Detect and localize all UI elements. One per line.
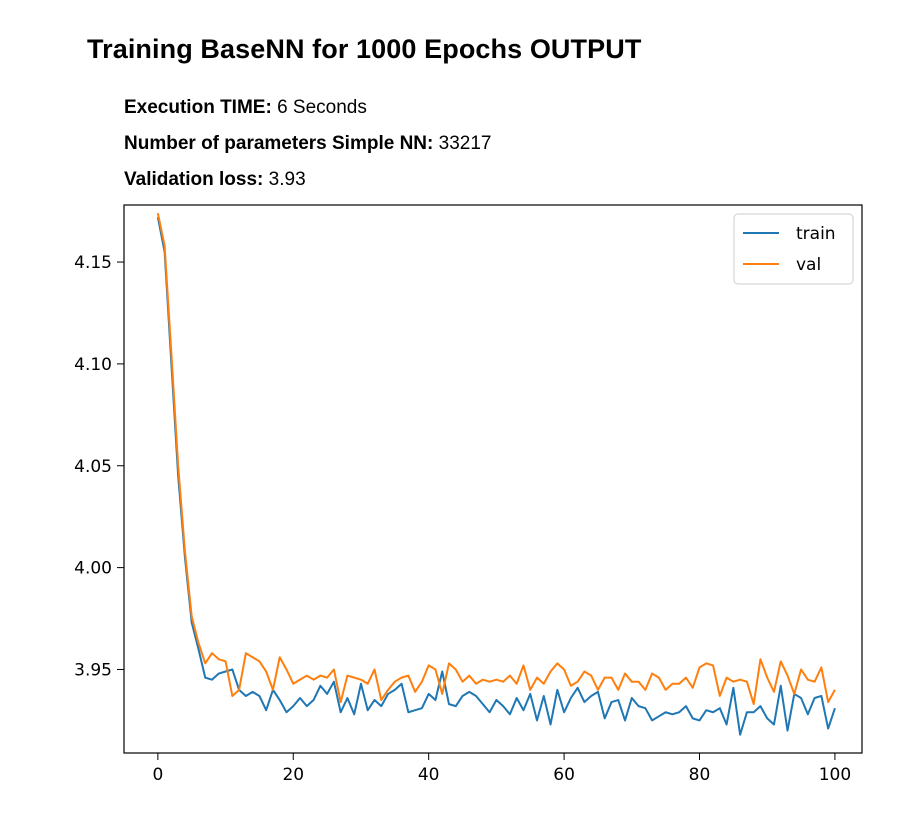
validation-loss-stat: Validation loss: 3.93 bbox=[124, 169, 306, 191]
legend-box bbox=[733, 213, 854, 285]
plot-frame bbox=[123, 204, 863, 754]
validation-loss-value: 3.93 bbox=[268, 169, 306, 190]
legend: train val bbox=[733, 213, 854, 285]
x-tick-label: 20 bbox=[282, 765, 304, 785]
y-axis: 3.95 4.00 4.05 4.10 4.15 bbox=[74, 253, 124, 680]
series-line-train bbox=[156, 217, 836, 736]
y-tick-label: 3.95 bbox=[74, 660, 112, 680]
y-tick-label: 4.00 bbox=[74, 559, 112, 579]
x-tick-label: 60 bbox=[553, 765, 575, 785]
series-line-val bbox=[156, 212, 836, 706]
validation-loss-label: Validation loss: bbox=[124, 169, 264, 190]
parameter-count-label: Number of parameters Simple NN: bbox=[124, 133, 434, 154]
plot-lines bbox=[156, 212, 836, 736]
legend-label-val: val bbox=[796, 255, 821, 275]
y-tick-label: 4.10 bbox=[74, 355, 112, 375]
y-tick-label: 4.15 bbox=[74, 253, 112, 273]
execution-time-value: 6 Seconds bbox=[277, 97, 367, 118]
x-axis: 0 20 40 60 80 100 bbox=[152, 753, 851, 785]
y-tick-label: 4.05 bbox=[74, 457, 112, 477]
x-tick-label: 0 bbox=[152, 765, 163, 785]
parameter-count-stat: Number of parameters Simple NN: 33217 bbox=[124, 133, 491, 155]
execution-time-stat: Execution TIME: 6 Seconds bbox=[124, 97, 367, 119]
page-title: Training BaseNN for 1000 Epochs OUTPUT bbox=[87, 34, 642, 64]
execution-time-label: Execution TIME: bbox=[124, 97, 272, 118]
x-tick-label: 100 bbox=[819, 765, 851, 785]
x-tick-label: 80 bbox=[689, 765, 711, 785]
x-tick-label: 40 bbox=[418, 765, 440, 785]
legend-label-train: train bbox=[796, 224, 836, 244]
parameter-count-value: 33217 bbox=[438, 133, 492, 154]
